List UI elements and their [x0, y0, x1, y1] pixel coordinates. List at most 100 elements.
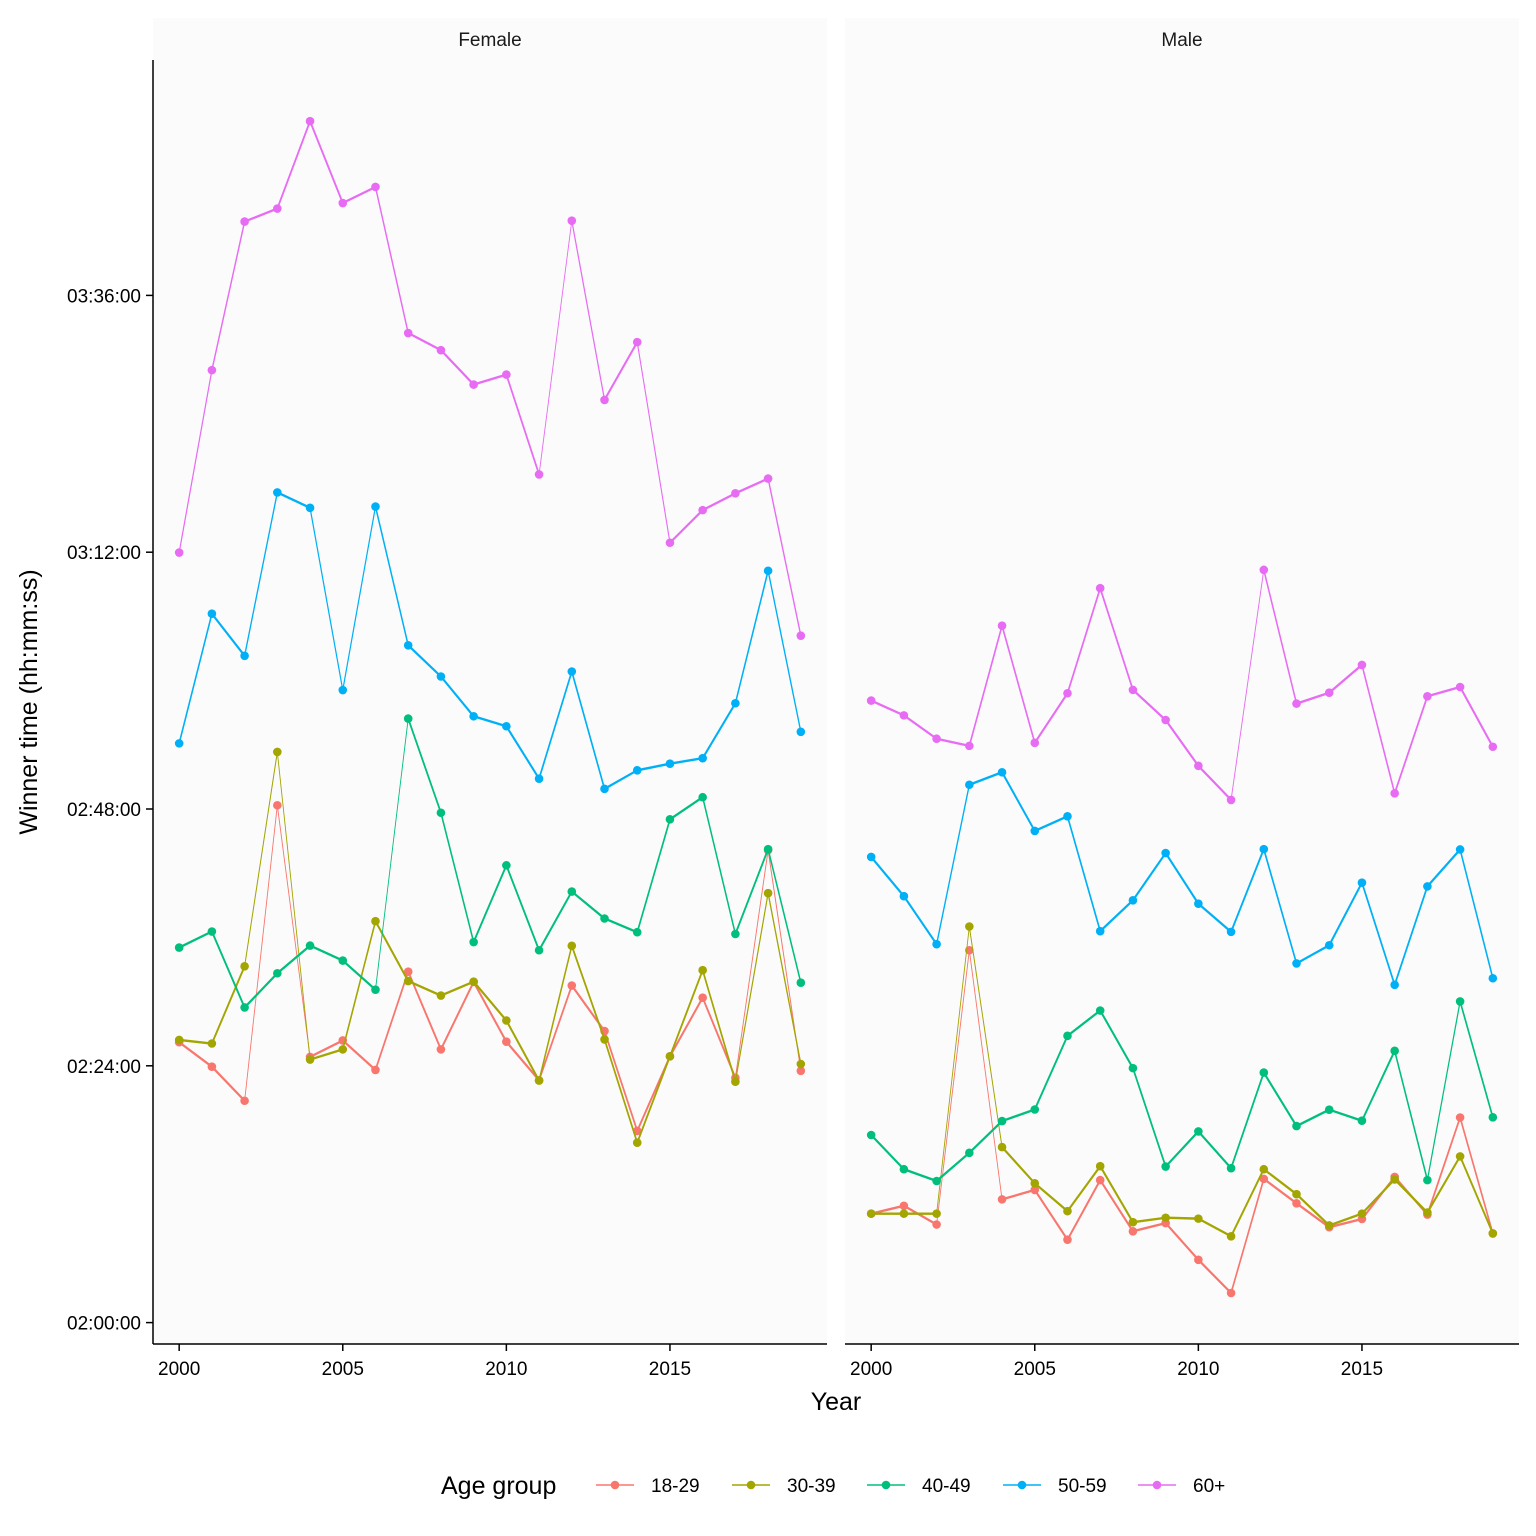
- series-line-segment: [668, 509, 704, 544]
- data-point: [1259, 1174, 1269, 1184]
- series-line-segment: [936, 949, 970, 1225]
- series-line-segment: [935, 784, 971, 945]
- series-line-segment: [1197, 1217, 1233, 1238]
- series-line-segment: [669, 969, 704, 1058]
- data-point: [1095, 583, 1105, 593]
- legend-title: Age group: [441, 1472, 556, 1500]
- data-point: [1357, 1209, 1367, 1218]
- series-line-segment: [1328, 663, 1364, 694]
- data-point: [469, 977, 478, 986]
- data-point: [1194, 899, 1203, 908]
- data-point: [866, 1209, 876, 1218]
- data-point: [1423, 1208, 1432, 1217]
- data-point: [1128, 1063, 1138, 1073]
- series-line-segment: [407, 717, 442, 814]
- series-line-segment: [1066, 1165, 1102, 1213]
- series-line-segment: [1262, 848, 1298, 965]
- data-point: [932, 734, 941, 744]
- series-line-segment: [407, 331, 443, 352]
- series-line-segment: [210, 1065, 246, 1102]
- legend-key-point: [1152, 1480, 1162, 1490]
- data-point: [632, 766, 642, 775]
- data-point: [997, 621, 1007, 630]
- series-line-segment: [636, 818, 671, 934]
- series-line-segment: [211, 220, 246, 371]
- series-line-segment: [1393, 885, 1429, 986]
- series-line-segment: [734, 569, 769, 705]
- data-point: [632, 927, 642, 937]
- y-axis-title: Winner time (hh:mm:ss): [15, 569, 43, 834]
- series-line-segment: [603, 769, 639, 790]
- data-point: [174, 943, 184, 952]
- series-line-segment: [1426, 685, 1462, 698]
- data-point: [997, 767, 1007, 777]
- data-point: [1194, 1255, 1203, 1265]
- series-line-segment: [1295, 1193, 1331, 1227]
- data-point: [1455, 845, 1465, 854]
- data-point: [1161, 1162, 1170, 1171]
- data-point: [1292, 699, 1301, 708]
- data-point: [534, 774, 544, 783]
- series-line-segment: [472, 980, 508, 1022]
- data-point: [965, 780, 974, 790]
- data-point: [567, 216, 577, 225]
- legend-item-40-49: 40-49: [867, 1476, 971, 1497]
- series-line-segment: [309, 120, 344, 204]
- data-point: [866, 1130, 876, 1140]
- data-point: [698, 965, 707, 975]
- series-line-segment: [1033, 1188, 1069, 1241]
- series-line-segment: [439, 980, 475, 997]
- series-line-segment: [1262, 1071, 1298, 1128]
- series-line-segment: [1164, 718, 1200, 767]
- series-line-segment: [1099, 1179, 1134, 1233]
- series-line-segment: [341, 1039, 377, 1072]
- data-point: [1095, 926, 1105, 936]
- strip-background-male: [845, 18, 1519, 60]
- data-point: [1292, 1121, 1301, 1131]
- series-line-segment: [1197, 764, 1233, 801]
- legend-label: 30-39: [787, 1476, 836, 1497]
- x-tick-label: 2005: [1014, 1359, 1056, 1380]
- data-point: [567, 887, 577, 896]
- series-line-segment: [701, 969, 737, 1083]
- data-point: [1063, 1206, 1072, 1216]
- series-line-segment: [1033, 1034, 1069, 1111]
- series-line-segment: [1328, 1108, 1364, 1122]
- series-line-segment: [1164, 1216, 1200, 1220]
- series-line-segment: [1360, 1049, 1396, 1122]
- series-line-segment: [636, 341, 671, 544]
- data-point: [665, 815, 675, 824]
- data-point: [207, 1062, 217, 1071]
- series-line-segment: [902, 714, 938, 740]
- data-point: [469, 380, 478, 389]
- series-line-segment: [935, 1151, 971, 1183]
- data-point: [665, 1052, 675, 1061]
- data-point: [1226, 795, 1236, 805]
- series-line-segment: [538, 984, 573, 1082]
- data-point: [567, 667, 577, 676]
- series-line-segment: [341, 959, 377, 991]
- data-point: [1423, 691, 1432, 701]
- data-point: [763, 474, 773, 483]
- series-line-segment: [374, 970, 410, 1071]
- legend-label: 60+: [1193, 1476, 1225, 1497]
- series-line-segment: [1164, 1130, 1200, 1168]
- data-point: [273, 747, 282, 757]
- series-line-segment: [767, 848, 802, 984]
- series-line-segment: [1360, 1178, 1396, 1215]
- data-point: [731, 929, 740, 939]
- series-line-segment: [374, 920, 410, 983]
- legend-key-point: [1017, 1480, 1027, 1490]
- series-line-segment: [1426, 1000, 1461, 1181]
- data-point: [1455, 1152, 1465, 1161]
- series-line-segment: [1361, 664, 1396, 795]
- data-point: [273, 488, 282, 497]
- facet-label-male: Male: [1161, 30, 1202, 51]
- data-point: [174, 1035, 184, 1045]
- series-line-segment: [243, 207, 279, 223]
- data-point: [965, 922, 974, 931]
- data-point: [502, 1037, 511, 1047]
- series-line-segment: [1262, 1177, 1298, 1205]
- data-point: [1488, 1113, 1498, 1122]
